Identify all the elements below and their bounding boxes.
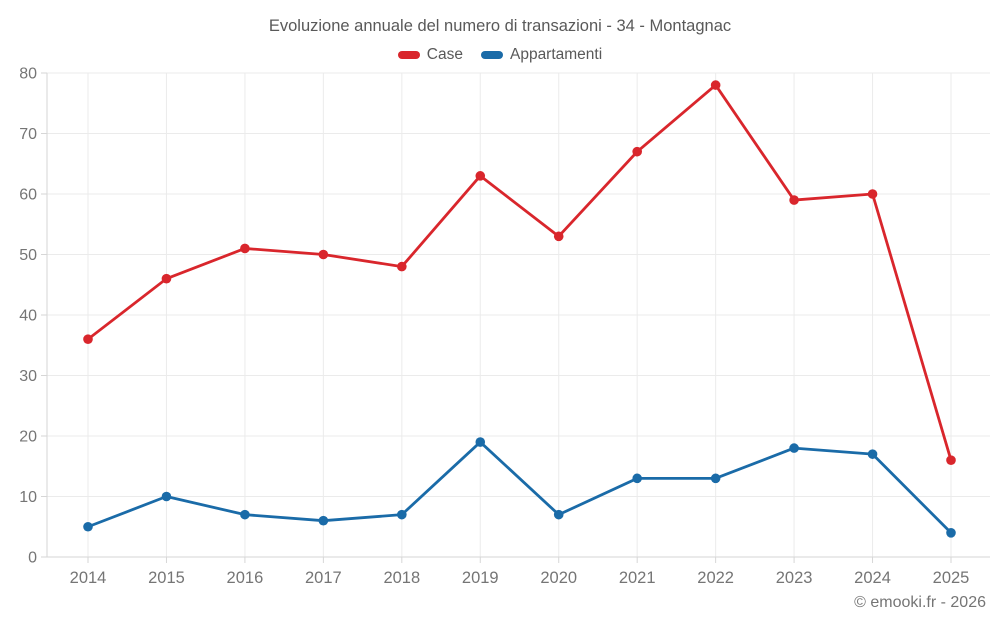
data-point-case-2023[interactable]	[789, 195, 799, 205]
legend-item-case[interactable]: Case	[397, 46, 463, 64]
data-point-case-2022[interactable]	[710, 80, 721, 90]
data-point-case-2018[interactable]	[397, 261, 407, 272]
y-axis-label: 20	[19, 429, 37, 446]
legend-label: Case	[426, 46, 463, 63]
y-axis-label: 50	[19, 247, 37, 264]
y-axis-label: 0	[28, 550, 37, 567]
x-axis-label: 2021	[619, 569, 656, 587]
chart-title: Evoluzione annuale del numero di transaz…	[268, 17, 732, 35]
x-axis-label: 2015	[148, 569, 185, 587]
y-axis-label: 60	[19, 187, 37, 204]
x-axis-label: 2022	[697, 569, 734, 587]
x-axis-label: 2016	[227, 569, 264, 587]
data-point-appartamenti-2019[interactable]	[475, 437, 486, 447]
x-axis-label: 2014	[70, 569, 107, 587]
y-axis-label: 80	[19, 66, 37, 83]
data-point-case-2017[interactable]	[318, 249, 329, 260]
series-line-case	[86, 83, 953, 462]
copyright-footer: © emooki.fr - 2026	[854, 594, 986, 611]
x-axis-label: 2017	[305, 569, 342, 587]
x-axis-label: 2025	[933, 569, 970, 587]
y-axis-label: 30	[19, 368, 37, 385]
legend: Case Appartamenti	[0, 46, 1000, 64]
legend-label: Appartamenti	[509, 46, 603, 63]
legend-swatch-icon	[397, 51, 420, 59]
data-point-case-2025[interactable]	[946, 455, 956, 466]
data-point-case-2016[interactable]	[240, 243, 250, 254]
data-point-appartamenti-2017[interactable]	[318, 515, 329, 526]
y-axis-label: 40	[19, 308, 37, 325]
x-axis-label: 2024	[854, 569, 891, 587]
data-point-case-2024[interactable]	[867, 189, 878, 199]
data-point-appartamenti-2022[interactable]	[710, 473, 721, 484]
series-line-appartamenti	[86, 440, 953, 535]
data-point-appartamenti-2018[interactable]	[397, 509, 407, 520]
x-axis-label: 2018	[383, 569, 420, 587]
data-point-case-2015[interactable]	[161, 273, 172, 284]
data-point-appartamenti-2015[interactable]	[161, 491, 172, 502]
data-point-case-2014[interactable]	[83, 334, 93, 345]
data-point-case-2019[interactable]	[475, 171, 486, 181]
data-point-case-2020[interactable]	[553, 231, 564, 242]
data-point-appartamenti-2023[interactable]	[789, 443, 799, 453]
data-point-appartamenti-2016[interactable]	[240, 509, 250, 520]
legend-swatch-icon	[480, 51, 503, 59]
data-point-appartamenti-2025[interactable]	[946, 528, 956, 538]
x-axis-label: 2023	[776, 569, 813, 587]
data-point-appartamenti-2021[interactable]	[632, 473, 642, 484]
data-point-case-2021[interactable]	[632, 146, 642, 157]
data-point-appartamenti-2014[interactable]	[83, 521, 93, 532]
x-axis-label: 2020	[540, 569, 577, 587]
data-point-appartamenti-2024[interactable]	[867, 449, 878, 459]
y-axis-label: 10	[19, 489, 37, 506]
data-point-appartamenti-2020[interactable]	[553, 509, 564, 520]
x-axis-label: 2019	[462, 569, 499, 587]
y-axis-label: 70	[19, 126, 37, 143]
legend-item-appartamenti[interactable]: Appartamenti	[480, 46, 603, 64]
